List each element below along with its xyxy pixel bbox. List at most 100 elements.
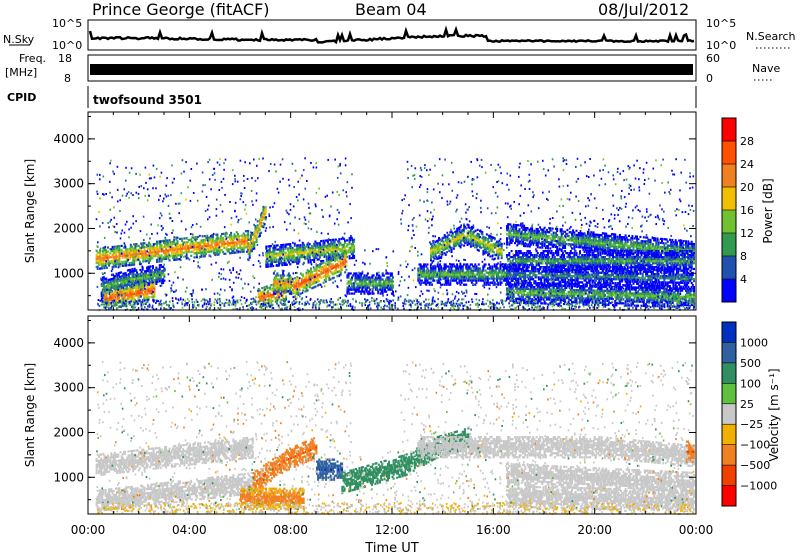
heatmap-cell xyxy=(167,251,169,253)
heatmap-cell xyxy=(576,246,578,248)
heatmap-cell xyxy=(257,232,259,234)
heatmap-cell xyxy=(324,244,326,246)
heatmap-cell xyxy=(97,260,99,262)
heatmap-cell xyxy=(456,274,458,276)
heatmap-cell xyxy=(470,246,472,248)
heatmap-cell xyxy=(106,253,108,255)
heatmap-cell xyxy=(364,274,366,276)
heatmap-cell xyxy=(260,232,262,234)
heatmap-cell xyxy=(286,280,288,282)
heatmap-cell xyxy=(311,245,313,247)
heatmap-cell xyxy=(279,254,281,256)
heatmap-cell xyxy=(549,227,551,229)
heatmap-cell xyxy=(600,246,602,248)
heatmap-cell xyxy=(118,245,120,247)
heatmap-cell xyxy=(658,246,660,248)
heatmap-cell xyxy=(652,245,654,247)
heatmap-cell xyxy=(236,245,238,247)
heatmap-cell xyxy=(105,263,107,265)
heatmap-cell xyxy=(261,287,263,289)
heatmap-cell xyxy=(564,245,566,247)
heatmap-cell xyxy=(527,235,529,237)
heatmap-cell xyxy=(660,242,662,244)
heatmap-cell xyxy=(268,263,270,265)
heatmap-cell xyxy=(325,262,327,264)
heatmap-cell xyxy=(161,246,163,248)
heatmap-cell xyxy=(571,247,573,249)
heatmap-cell xyxy=(618,240,620,242)
nave-label: Nave xyxy=(752,62,780,75)
heatmap-cell xyxy=(271,304,273,306)
heatmap-cell xyxy=(617,236,619,238)
heatmap-cell xyxy=(278,274,280,276)
heatmap-cell xyxy=(220,241,222,243)
heatmap-cell xyxy=(177,242,179,244)
heatmap-cell xyxy=(195,236,197,238)
heatmap-cell xyxy=(159,268,161,270)
heatmap-cell xyxy=(493,280,495,282)
heatmap-cell xyxy=(154,271,156,273)
heatmap-cell xyxy=(306,282,308,284)
heatmap-cell xyxy=(419,278,421,280)
heatmap-cell xyxy=(271,263,273,265)
heatmap-cell xyxy=(280,289,282,291)
heatmap-cell xyxy=(273,259,275,261)
heatmap-cell xyxy=(529,245,531,247)
freq-label-1: Freq. xyxy=(19,52,46,65)
heatmap-cell xyxy=(541,235,543,237)
heatmap-cell xyxy=(155,283,157,285)
heatmap-cell xyxy=(493,251,495,253)
heatmap-cell xyxy=(639,248,641,250)
heatmap-cell xyxy=(617,248,619,250)
heatmap-cell xyxy=(308,261,310,263)
heatmap-cell xyxy=(259,235,261,237)
heatmap-cell xyxy=(126,248,128,250)
heatmap-cell xyxy=(96,250,98,252)
heatmap-cell xyxy=(470,244,472,246)
heatmap-cell xyxy=(106,294,108,296)
heatmap-cell xyxy=(284,256,286,258)
heatmap-cell xyxy=(676,241,678,243)
heatmap-cell xyxy=(161,244,163,246)
heatmap-cell xyxy=(460,284,462,286)
heatmap-cell xyxy=(485,263,487,265)
heatmap-cell xyxy=(250,236,252,238)
heatmap-cell xyxy=(183,252,185,254)
heatmap-cell xyxy=(98,264,100,266)
heatmap-cell xyxy=(573,232,575,234)
heatmap-cell xyxy=(129,273,131,275)
heatmap-cell xyxy=(432,270,434,272)
heatmap-cell xyxy=(228,248,230,250)
heatmap-cell xyxy=(571,237,573,239)
heatmap-cell xyxy=(112,262,114,264)
heatmap-cell xyxy=(149,280,151,282)
heatmap-cell xyxy=(323,282,325,284)
heatmap-cell xyxy=(545,233,547,235)
heatmap-cell xyxy=(207,249,209,251)
heatmap-cell xyxy=(268,265,270,267)
heatmap-cell xyxy=(311,271,313,273)
heatmap-cell xyxy=(428,270,430,272)
heatmap-cell xyxy=(560,240,562,242)
heatmap-cell xyxy=(306,276,308,278)
heatmap-cell xyxy=(502,272,504,274)
heatmap-cell xyxy=(576,238,578,240)
heatmap-cell xyxy=(461,282,463,284)
heatmap-cell xyxy=(288,261,290,263)
heatmap-cell xyxy=(325,277,327,279)
heatmap-cell xyxy=(281,299,283,301)
heatmap-cell xyxy=(145,281,147,283)
heatmap-cell xyxy=(334,243,336,245)
heatmap-cell xyxy=(183,237,185,239)
heatmap-cell xyxy=(341,269,343,271)
heatmap-cell xyxy=(501,282,503,284)
heatmap-cell xyxy=(335,239,337,241)
heatmap-cell xyxy=(136,249,138,251)
heatmap-cell xyxy=(488,263,490,265)
heatmap-cell xyxy=(145,258,147,260)
heatmap-cell xyxy=(462,267,464,269)
heatmap-cell xyxy=(628,245,630,247)
heatmap-cell xyxy=(511,230,513,232)
heatmap-cell xyxy=(313,259,315,261)
heatmap-cell xyxy=(160,276,162,278)
